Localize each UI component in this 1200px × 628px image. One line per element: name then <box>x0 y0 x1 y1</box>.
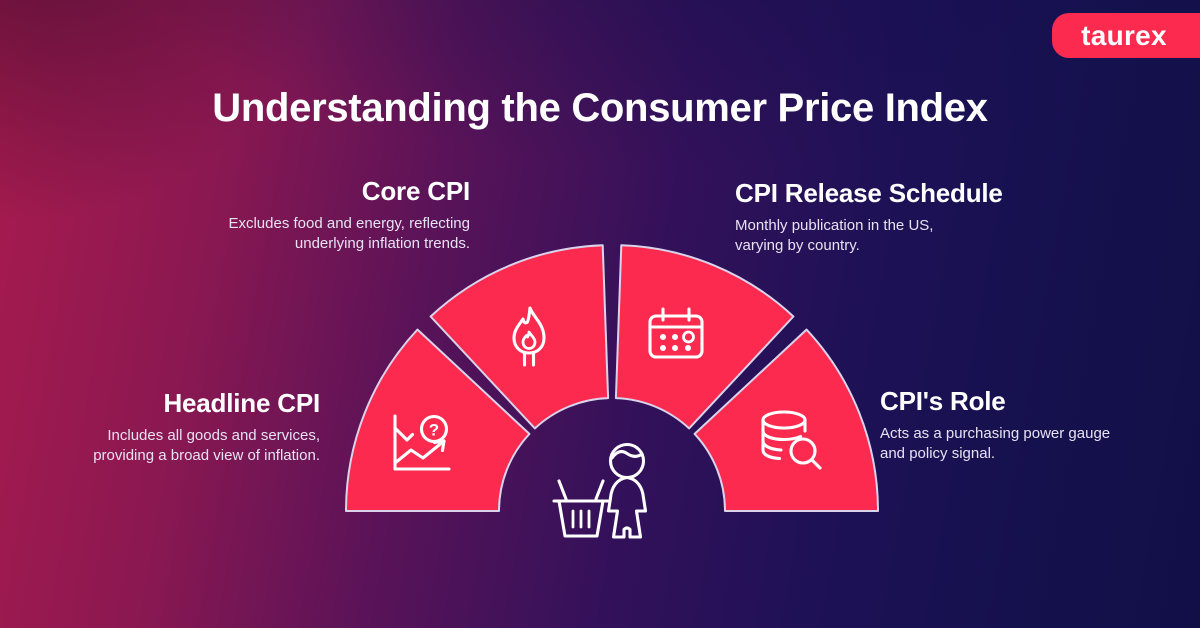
shopper-basket-icon <box>552 442 648 539</box>
core-cpi-description: Excludes food and energy, reflecting und… <box>228 215 470 252</box>
flame-icon <box>512 306 546 367</box>
calendar-icon <box>648 307 704 359</box>
release-schedule-description: Monthly publication in the US, varying b… <box>735 217 934 254</box>
page-title: Understanding the Consumer Price Index <box>212 86 988 130</box>
release-schedule-heading: CPI Release Schedule <box>735 178 1003 208</box>
section-release-schedule: CPI Release Schedule Monthly publication… <box>735 178 1003 256</box>
section-cpi-role: CPI's Role Acts as a purchasing power ga… <box>880 386 1110 464</box>
section-core-cpi: Core CPI Excludes food and energy, refle… <box>228 176 470 254</box>
question-glyph: ? <box>429 421 439 440</box>
database-search-icon <box>761 410 822 470</box>
brand-logo-text: taurex <box>1081 19 1167 51</box>
segment-cpi-role <box>693 328 879 512</box>
trend-question-icon: ? <box>393 414 451 471</box>
section-headline-cpi: Headline CPI Includes all goods and serv… <box>93 388 320 466</box>
cpi-role-description: Acts as a purchasing power gauge and pol… <box>880 425 1111 462</box>
brand-logo: taurex <box>1052 13 1200 58</box>
cpi-role-heading: CPI's Role <box>880 386 1006 416</box>
segment-release-schedule <box>614 244 795 430</box>
core-cpi-heading: Core CPI <box>361 176 470 206</box>
segment-core-cpi <box>429 244 610 430</box>
headline-cpi-heading: Headline CPI <box>163 388 320 418</box>
headline-cpi-description: Includes all goods and services, providi… <box>93 427 320 464</box>
